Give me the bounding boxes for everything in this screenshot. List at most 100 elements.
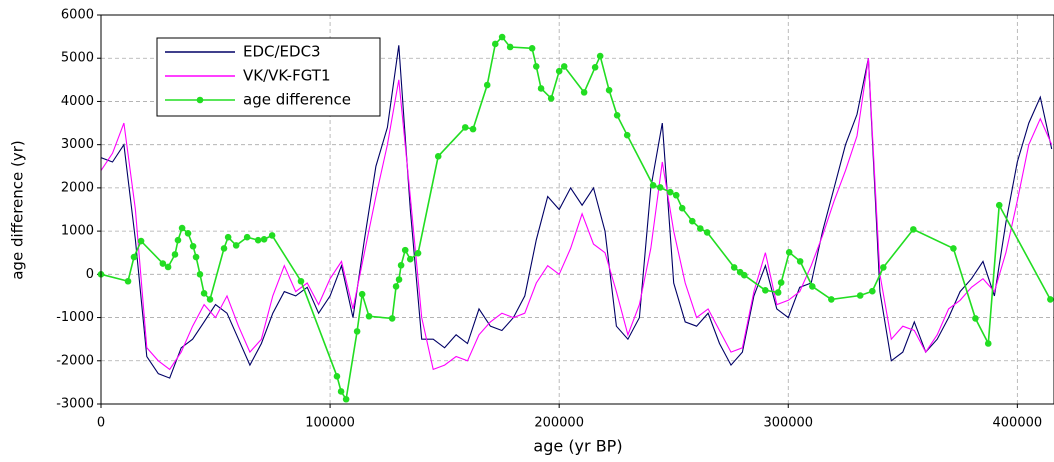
- x-axis-label: age (yr BP): [533, 437, 622, 456]
- legend-label: EDC/EDC3: [243, 43, 321, 61]
- marker: [491, 40, 499, 48]
- marker: [560, 63, 568, 70]
- legend-label: VK/VK-FGT1: [243, 67, 331, 85]
- marker: [406, 255, 414, 263]
- marker: [254, 236, 262, 244]
- marker: [137, 237, 145, 245]
- marker: [828, 296, 835, 303]
- marker: [365, 312, 373, 320]
- marker: [596, 52, 604, 60]
- marker: [910, 226, 917, 233]
- marker: [809, 283, 816, 290]
- marker: [580, 89, 588, 96]
- x-tick-label: 300000: [763, 416, 813, 431]
- marker: [528, 44, 536, 52]
- marker: [189, 242, 197, 250]
- marker: [184, 229, 192, 237]
- marker: [178, 224, 186, 232]
- marker: [220, 245, 228, 252]
- marker: [613, 111, 621, 119]
- marker: [333, 373, 341, 380]
- marker: [972, 315, 979, 322]
- legend-box: [156, 37, 381, 117]
- marker: [260, 236, 268, 243]
- marker: [174, 236, 182, 244]
- marker: [856, 292, 864, 299]
- marker: [950, 245, 957, 252]
- marker: [461, 124, 469, 131]
- series-line: [101, 58, 1053, 371]
- y-tick-label: 3000: [61, 137, 94, 152]
- marker: [666, 188, 674, 196]
- marker: [995, 201, 1003, 209]
- marker: [547, 95, 555, 102]
- marker: [469, 125, 477, 133]
- x-tick-label: 0: [97, 416, 105, 431]
- marker: [1047, 296, 1054, 303]
- marker: [537, 85, 545, 92]
- y-tick-label: 0: [86, 267, 94, 282]
- marker: [796, 258, 804, 265]
- marker: [243, 233, 251, 241]
- marker: [506, 43, 514, 51]
- marker: [880, 264, 887, 271]
- marker: [498, 33, 506, 41]
- marker: [206, 296, 214, 303]
- marker: [297, 277, 305, 285]
- marker: [483, 81, 491, 89]
- marker: [353, 328, 361, 335]
- marker: [395, 276, 403, 283]
- y-tick-label: 2000: [61, 180, 94, 195]
- marker: [649, 181, 657, 189]
- marker: [762, 287, 769, 294]
- x-tick-label: 100000: [305, 416, 355, 431]
- marker: [672, 191, 680, 199]
- marker: [401, 246, 409, 254]
- marker: [124, 277, 132, 285]
- y-axis-label: age difference (yr): [9, 140, 27, 280]
- marker: [678, 204, 686, 212]
- marker: [532, 63, 540, 70]
- y-tick-label: 6000: [61, 8, 94, 23]
- marker: [159, 260, 167, 267]
- y-tick-label: 4000: [61, 94, 94, 109]
- marker: [555, 67, 563, 75]
- legend-marker: [196, 96, 204, 104]
- marker: [164, 263, 172, 271]
- x-tick-label: 400000: [993, 416, 1043, 431]
- series-line: [101, 35, 1052, 402]
- marker: [688, 217, 696, 225]
- y-tick-label: 1000: [61, 224, 94, 239]
- plot-frame: [100, 14, 1054, 405]
- marker: [392, 283, 400, 290]
- marker: [984, 340, 992, 347]
- y-tick-label: 5000: [61, 51, 94, 66]
- marker: [268, 232, 276, 239]
- marker: [358, 290, 366, 298]
- marker: [342, 395, 350, 403]
- series-line: [101, 45, 1053, 379]
- marker: [171, 251, 179, 258]
- y-tick-label: -2000: [56, 353, 94, 368]
- y-tick-label: -3000: [56, 397, 94, 412]
- marker: [232, 242, 240, 249]
- marker: [414, 249, 422, 257]
- marker: [224, 233, 232, 241]
- marker: [388, 315, 396, 322]
- marker: [656, 184, 664, 191]
- marker: [196, 271, 204, 278]
- marker: [740, 271, 748, 279]
- x-tick-label: 200000: [534, 416, 584, 431]
- marker: [434, 153, 442, 160]
- marker: [200, 290, 208, 297]
- marker: [130, 253, 138, 261]
- marker: [785, 248, 793, 256]
- marker: [703, 229, 711, 236]
- marker: [869, 287, 876, 295]
- marker: [605, 86, 613, 94]
- marker: [623, 131, 631, 139]
- marker: [696, 225, 704, 232]
- marker: [730, 264, 738, 271]
- marker: [591, 63, 599, 71]
- marker: [397, 261, 405, 269]
